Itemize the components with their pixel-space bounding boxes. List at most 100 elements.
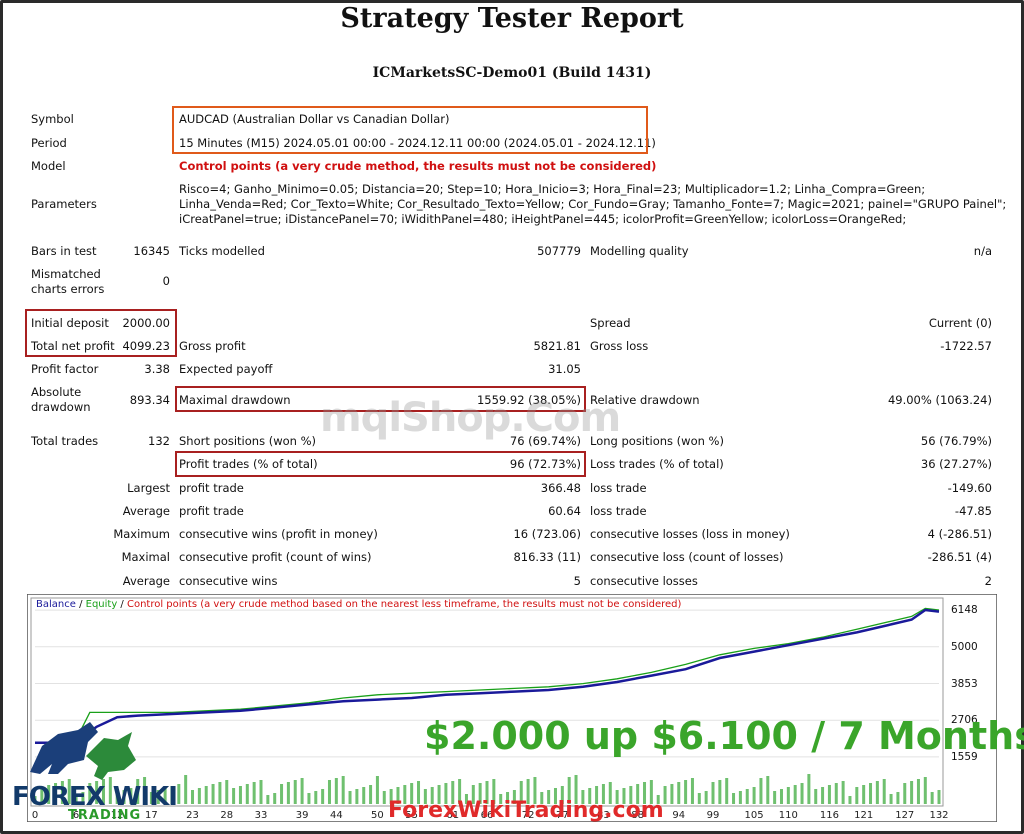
volume-bar xyxy=(129,788,133,804)
deposit-label: Initial deposit xyxy=(31,316,109,330)
x-tick-label: 23 xyxy=(186,810,199,821)
legend-separator-2: / xyxy=(117,599,127,610)
max-dd-value: 1559.92 (38.05%) xyxy=(476,393,581,407)
volume-bar xyxy=(396,787,400,804)
volume-bar xyxy=(526,779,530,804)
period-value: 15 Minutes (M15) 2024.05.01 00:00 - 2024… xyxy=(179,136,656,150)
y-tick-label: 6148 xyxy=(951,604,978,617)
profit-factor-label: Profit factor xyxy=(31,362,99,376)
volume-bar xyxy=(649,780,653,804)
volume-bar xyxy=(478,783,482,804)
abs-dd-label-2: drawdown xyxy=(31,400,91,414)
short-label: Short positions (won %) xyxy=(179,434,317,448)
largest-profit-value: 366.48 xyxy=(540,481,581,495)
volume-bar xyxy=(738,791,742,804)
volume-bar xyxy=(60,781,64,804)
deposit-value: 2000.00 xyxy=(122,316,170,330)
volume-bar xyxy=(841,781,845,804)
volume-bar xyxy=(143,777,147,804)
maximal-cons-profit-value: 816.33 (11) xyxy=(513,550,581,564)
volume-bar xyxy=(259,780,263,804)
volume-bar xyxy=(81,792,85,804)
rel-dd-value: 49.00% (1063.24) xyxy=(887,393,992,407)
avg-cons-losses-value: 2 xyxy=(984,574,992,588)
x-tick-label: 99 xyxy=(706,810,720,821)
volume-bar xyxy=(506,792,510,804)
model-value: Control points (a very crude method, the… xyxy=(179,159,657,173)
quality-value: n/a xyxy=(973,244,992,258)
volume-bar xyxy=(74,794,78,804)
volume-bar xyxy=(149,792,153,804)
volume-bar xyxy=(293,780,297,804)
volume-bar xyxy=(643,782,647,804)
x-tick-label: 88 xyxy=(631,810,645,821)
symbol-label: Symbol xyxy=(31,112,74,126)
volume-bar xyxy=(848,796,852,804)
volume-bar xyxy=(930,792,934,804)
bars-value: 16345 xyxy=(133,244,170,258)
volume-bar xyxy=(245,784,249,804)
x-tick-label: 39 xyxy=(295,810,309,821)
logo-sub-text: TRADING xyxy=(68,808,142,823)
symbol-value: AUDCAD (Australian Dollar vs Canadian Do… xyxy=(179,112,450,126)
volume-bars xyxy=(33,774,941,804)
volume-bar xyxy=(629,786,633,804)
volume-bar xyxy=(540,792,544,804)
chart-series xyxy=(35,607,940,745)
volume-bar xyxy=(115,792,119,804)
volume-bar xyxy=(40,787,44,804)
volume-bar xyxy=(882,779,886,804)
parameters-line-1: Risco=4; Ganho_Minimo=0.05; Distancia=20… xyxy=(179,182,926,196)
volume-bar xyxy=(745,789,749,804)
mismatched-value: 0 xyxy=(162,274,170,288)
volume-bar xyxy=(608,782,612,804)
volume-bar xyxy=(341,776,345,804)
volume-bar xyxy=(786,787,790,804)
symbol-period-highlight xyxy=(172,106,648,154)
parameters-label: Parameters xyxy=(31,197,97,211)
volume-bar xyxy=(238,786,242,804)
volume-bar xyxy=(793,785,797,804)
maximal-cons-loss-label: consecutive loss (count of losses) xyxy=(590,550,784,564)
volume-bar xyxy=(492,779,496,804)
x-tick-label: 94 xyxy=(672,810,686,821)
x-tick-label: 28 xyxy=(220,810,234,821)
volume-bar xyxy=(588,788,592,804)
volume-bar xyxy=(834,783,838,804)
maximal-cons-profit-label: consecutive profit (count of wins) xyxy=(179,550,372,564)
volume-bar xyxy=(95,781,99,804)
volume-bar xyxy=(327,780,331,804)
volume-bar xyxy=(191,790,195,804)
average-loss-value: -47.85 xyxy=(954,504,992,518)
legend-balance: Balance xyxy=(36,599,76,610)
period-label: Period xyxy=(31,136,67,150)
x-tick-label: 127 xyxy=(895,810,915,821)
volume-bar xyxy=(369,785,373,804)
volume-bar xyxy=(663,786,667,804)
volume-bar xyxy=(273,793,277,804)
volume-bar xyxy=(389,789,393,804)
volume-bar xyxy=(855,787,859,804)
volume-bar xyxy=(725,778,729,804)
volume-bar xyxy=(47,785,51,804)
x-tick-label: 17 xyxy=(145,810,158,821)
maximal-label: Maximal xyxy=(121,550,170,564)
volume-bar xyxy=(512,790,516,804)
max-dd-label: Maximal drawdown xyxy=(179,393,291,407)
volume-bar xyxy=(622,788,626,804)
average-label: Average xyxy=(122,504,170,518)
largest-loss-value: -149.60 xyxy=(947,481,992,495)
volume-bar xyxy=(499,794,503,804)
volume-bar xyxy=(33,796,37,804)
volume-bar xyxy=(321,789,325,804)
avg-label: Average xyxy=(122,574,170,588)
legend-separator-1: / xyxy=(75,599,86,610)
volume-bar xyxy=(88,783,92,804)
series-line-equity xyxy=(35,607,940,744)
volume-bar xyxy=(601,784,605,804)
x-tick-label: 121 xyxy=(854,810,874,821)
volume-bar xyxy=(163,788,167,804)
x-tick-label: 61 xyxy=(446,810,460,821)
volume-bar xyxy=(574,775,578,804)
model-label: Model xyxy=(31,159,66,173)
